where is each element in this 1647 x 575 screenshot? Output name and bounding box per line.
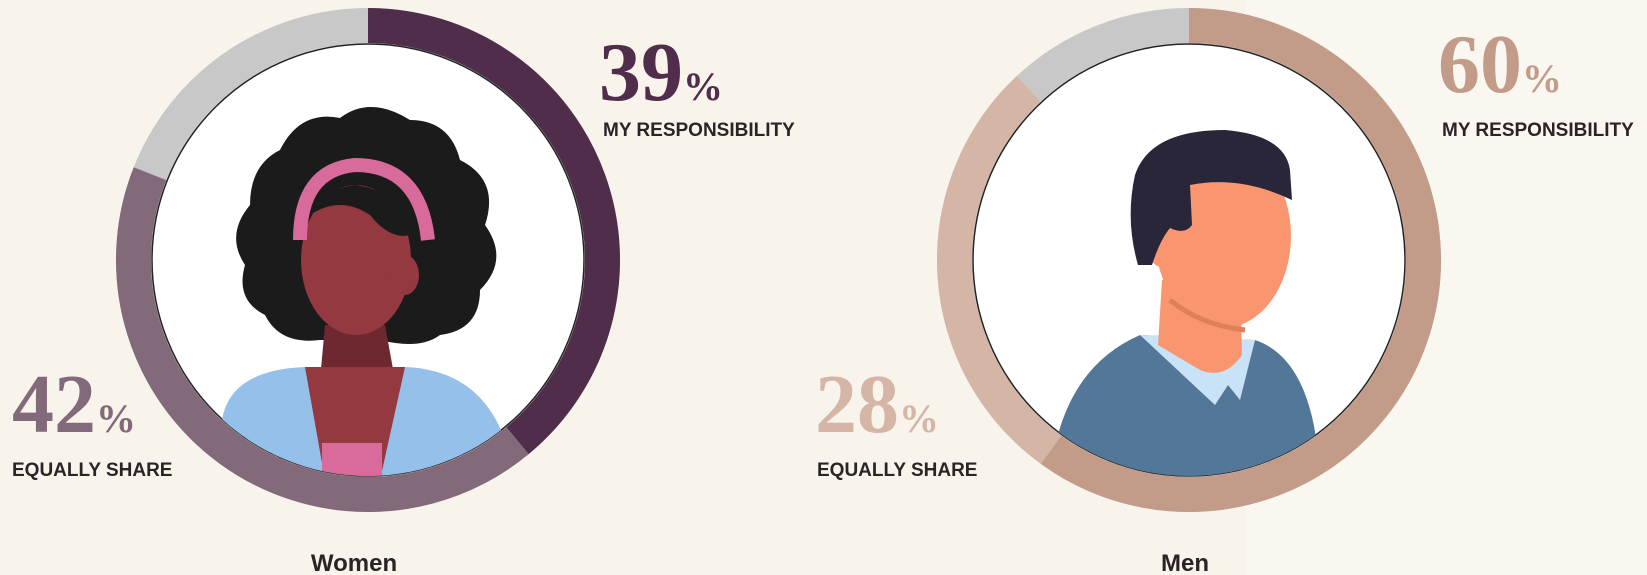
rings — [116, 8, 1441, 512]
ring-segment — [1040, 8, 1441, 512]
men-avatar — [972, 43, 1406, 477]
category-label: EQUALLY SHARE — [817, 460, 977, 481]
chart-title: Women — [311, 550, 397, 575]
category-label: EQUALLY SHARE — [12, 460, 172, 481]
category-label: MY RESPONSIBILITY — [603, 120, 795, 141]
value-label: 42% — [12, 358, 136, 451]
value-label: 60% — [1438, 18, 1562, 111]
category-label: MY RESPONSIBILITY — [1442, 120, 1634, 141]
women-avatar — [151, 43, 585, 477]
ring-segment — [937, 76, 1062, 464]
value-label: 28% — [815, 358, 939, 451]
ring-segment — [116, 167, 529, 512]
value-label: 39% — [599, 26, 723, 119]
ring-segment — [367, 8, 620, 455]
chart-title: Men — [1161, 550, 1209, 575]
